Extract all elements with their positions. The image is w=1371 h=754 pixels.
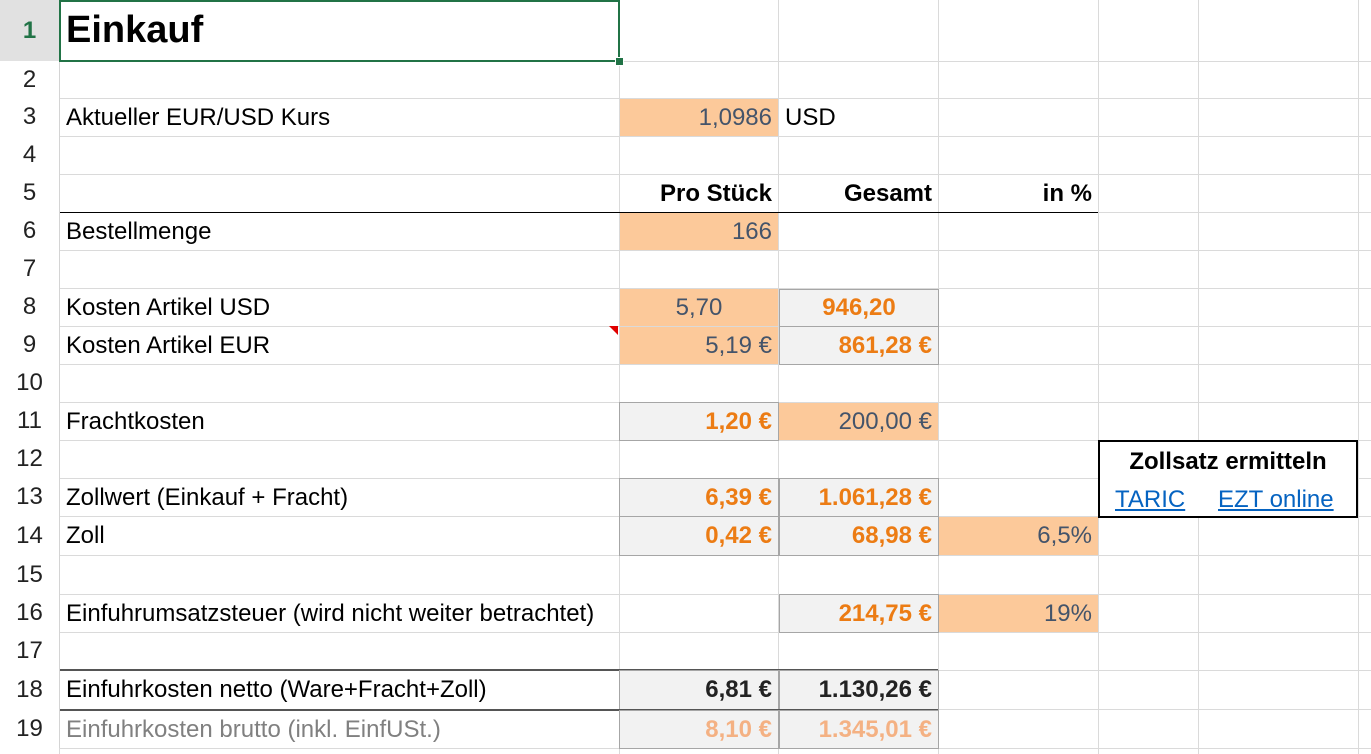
comment-indicator-icon[interactable] xyxy=(609,326,618,335)
kosten-eur-gesamt[interactable]: 861,28 € xyxy=(779,326,939,365)
row-header[interactable]: 1 xyxy=(0,0,61,61)
grid-line xyxy=(59,174,1371,175)
row-header[interactable]: 16 xyxy=(0,594,60,632)
rate-unit[interactable]: USD xyxy=(785,103,836,131)
row-header[interactable]: 17 xyxy=(0,632,60,670)
eust-gesamt[interactable]: 214,75 € xyxy=(779,594,939,633)
zoll-pct[interactable]: 6,5% xyxy=(939,517,1098,555)
sheet-title[interactable]: Einkauf xyxy=(66,9,204,51)
row-header[interactable]: 7 xyxy=(0,250,60,288)
row-header[interactable]: 10 xyxy=(0,364,60,402)
row-header[interactable]: 4 xyxy=(0,136,60,174)
fracht-pro[interactable]: 1,20 € xyxy=(619,402,779,441)
header-gesamt[interactable]: Gesamt xyxy=(843,179,932,207)
grid-line xyxy=(59,98,1371,99)
total-bottom-border xyxy=(60,709,938,711)
kosten-usd-gesamt[interactable]: 946,20 xyxy=(779,289,939,327)
zollwert-gesamt[interactable]: 1.061,28 € xyxy=(779,478,939,517)
bestellmenge-value[interactable]: 166 xyxy=(620,213,778,250)
fill-handle[interactable] xyxy=(615,57,624,66)
header-underline xyxy=(60,212,1098,213)
grid-line xyxy=(59,632,1371,633)
rate-label[interactable]: Aktueller EUR/USD Kurs xyxy=(66,103,331,131)
header-in-pct[interactable]: in % xyxy=(1042,179,1092,207)
netto-gesamt[interactable]: 1.130,26 € xyxy=(779,670,939,710)
netto-pro[interactable]: 6,81 € xyxy=(619,670,779,710)
grid-line xyxy=(59,250,1371,251)
zollsatz-box: Zollsatz ermitteln TARIC EZT online xyxy=(1098,440,1358,518)
rate-value[interactable]: 1,0986 xyxy=(620,99,778,136)
netto-label[interactable]: Einfuhrkosten netto (Ware+Fracht+Zoll) xyxy=(66,676,487,703)
row-header[interactable]: 2 xyxy=(0,61,60,98)
total-top-border xyxy=(60,669,938,671)
zollwert-label[interactable]: Zollwert (Einkauf + Fracht) xyxy=(66,483,349,511)
row-header[interactable]: 18 xyxy=(0,670,60,709)
grid-line xyxy=(938,0,939,754)
grid-line xyxy=(59,136,1371,137)
grid-line xyxy=(1098,0,1099,754)
grid-line xyxy=(59,594,1371,595)
row-header[interactable]: 8 xyxy=(0,288,60,326)
selected-cell-outline xyxy=(59,0,620,62)
eust-label[interactable]: Einfuhrumsatzsteuer (wird nicht weiter b… xyxy=(66,599,595,627)
zollsatz-title: Zollsatz ermitteln xyxy=(1129,448,1327,475)
row-header[interactable]: 11 xyxy=(0,402,60,440)
kosten-usd-pro[interactable]: 5,70 xyxy=(620,289,778,326)
grid-line xyxy=(59,326,1371,327)
fracht-gesamt[interactable]: 200,00 € xyxy=(779,403,938,440)
row-header[interactable]: 19 xyxy=(0,709,60,748)
ezt-online-link[interactable]: EZT online xyxy=(1218,486,1334,513)
header-pro-stueck[interactable]: Pro Stück xyxy=(659,179,772,207)
row-header[interactable]: 6 xyxy=(0,212,60,250)
grid-line xyxy=(1198,0,1199,754)
eust-pct[interactable]: 19% xyxy=(939,595,1098,632)
row-header[interactable]: 12 xyxy=(0,440,60,478)
bestellmenge-label[interactable]: Bestellmenge xyxy=(66,217,212,245)
grid-line xyxy=(778,0,779,754)
kosten-eur-label[interactable]: Kosten Artikel EUR xyxy=(66,331,271,359)
row-header[interactable]: 3 xyxy=(0,98,60,136)
zoll-gesamt[interactable]: 68,98 € xyxy=(779,516,939,556)
row-header[interactable]: 9 xyxy=(0,326,60,364)
fracht-label[interactable]: Frachtkosten xyxy=(66,407,205,435)
taric-link[interactable]: TARIC xyxy=(1115,486,1186,513)
zoll-pro[interactable]: 0,42 € xyxy=(619,516,779,556)
brutto-label[interactable]: Einfuhrkosten brutto (inkl. EinfUSt.) xyxy=(66,715,441,743)
brutto-gesamt[interactable]: 1.345,01 € xyxy=(779,710,939,749)
grid-line xyxy=(1358,0,1359,754)
row-header[interactable]: 13 xyxy=(0,478,60,516)
grid-line xyxy=(59,61,1371,62)
grid-line xyxy=(59,288,1371,289)
row-header[interactable]: 5 xyxy=(0,174,60,212)
kosten-eur-pro[interactable]: 5,19 € xyxy=(620,327,778,364)
row-header[interactable]: 15 xyxy=(0,555,60,594)
brutto-pro[interactable]: 8,10 € xyxy=(619,710,779,749)
grid-line xyxy=(59,364,1371,365)
kosten-usd-label[interactable]: Kosten Artikel USD xyxy=(66,293,271,321)
zollwert-pro[interactable]: 6,39 € xyxy=(619,478,779,517)
zoll-label[interactable]: Zoll xyxy=(66,522,105,549)
row-header[interactable]: 14 xyxy=(0,516,60,555)
grid-line xyxy=(619,0,620,754)
